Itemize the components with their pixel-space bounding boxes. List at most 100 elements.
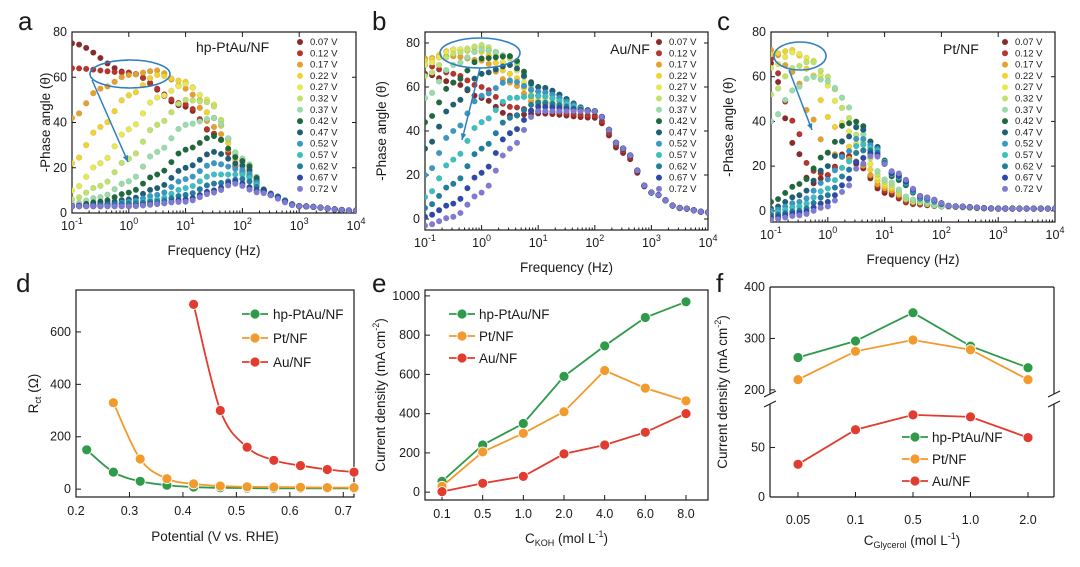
data-point [817,194,824,201]
data-point [838,164,846,171]
legend-marker [656,129,662,136]
data-point [83,173,90,180]
legend-label: 0.62 V [310,161,338,172]
legend-marker [656,152,662,158]
data-point [987,205,995,212]
plot-frame [75,289,355,498]
data-point [771,46,775,53]
data-point [161,473,173,485]
data-point [527,101,535,108]
data-point [789,194,796,201]
legend-marker [297,84,303,91]
y-tick-label: 20 [752,159,766,173]
data-point [464,54,471,61]
x-tick-label: 0.5 [228,504,245,518]
legend-marker [249,356,261,368]
data-point [72,187,76,194]
data-point [1044,205,1052,212]
data-point [118,97,125,104]
x-tick-label: 102 [233,216,252,233]
legend: 0.07 V0.12 V0.17 V0.22 V0.27 V0.32 V0.37… [1002,37,1043,195]
break-mark-left [763,400,777,408]
trend-arrow [461,67,481,141]
data-point [774,111,782,118]
data-point [450,180,457,187]
legend-marker [1002,72,1008,79]
data-point [527,92,535,100]
legend: 0.07 V0.12 V0.17 V0.22 V0.27 V0.32 V0.37… [297,37,338,195]
legend-marker [656,72,662,79]
panel-title: hp-PtAu/NF [196,39,269,55]
data-point [161,189,168,196]
data-point [464,86,471,93]
x-tick-label: 102 [932,225,951,242]
y-tick-label: 400 [50,377,71,391]
x-tick-label: 10-1 [760,225,782,242]
data-point [168,183,175,191]
data-point [888,179,895,186]
y-tick-label: 80 [53,25,67,39]
data-point [331,206,338,213]
data-point [175,77,182,84]
data-point [132,71,140,78]
data-point [132,186,140,193]
legend-label: 0.37 V [669,105,697,116]
panel-title: Au/NF [610,41,650,57]
x-tick-label: 1.0 [515,507,532,521]
data-point [1022,362,1034,374]
x-tick-label: 1.0 [962,513,979,527]
data-point [591,108,598,115]
y-tick-label: 40 [752,114,766,128]
data-point [175,186,182,194]
data-point [436,149,443,157]
x-axis-label: CKOH (mol L-1) [525,529,608,548]
data-point [210,114,218,122]
data-point [125,203,132,210]
data-point [634,167,641,174]
data-point [558,406,570,418]
x-tick-label: 103 [989,225,1008,242]
x-tick-label: 104 [1046,225,1065,242]
panel-a: a 0 20 40 60 80 10-1 100 101 102 103 104 Frequency (… [18,6,365,258]
x-tick-label: 103 [642,233,661,250]
data-point [517,470,529,482]
series-line [192,304,355,474]
series-Au/NF [436,408,692,498]
data-point [838,122,846,129]
data-point [429,165,436,172]
data-point [478,55,485,62]
legend-label: 0.07 V [1015,37,1043,48]
data-point [517,418,529,429]
data-point [111,203,118,210]
data-point [75,41,83,48]
y-axis-label: Current density (mA cm-2) [713,315,730,469]
legend-marker [656,84,662,91]
data-point [260,190,267,197]
data-point [324,205,331,212]
data-point [464,67,471,74]
data-point [796,131,803,138]
data-point [175,83,182,90]
data-point [907,409,919,421]
panel-letter: a [18,6,33,36]
data-point [189,162,196,169]
data-point [831,177,839,184]
break-mark-right [1047,390,1061,398]
legend-label: 0.07 V [310,37,338,48]
x-tick-label: 104 [347,216,366,233]
data-point [189,105,196,113]
data-point [161,181,168,189]
data-point [641,182,648,189]
x-tick-label: 0.1 [847,513,864,527]
legend-marker [656,185,662,192]
legend: hp-PtAu/NF Pt/NF Au/NF [449,307,550,366]
data-point [907,307,919,319]
data-point [471,124,478,132]
y-tick-label: 60 [752,70,766,84]
data-point [639,382,651,394]
data-point [225,155,232,162]
data-point [348,482,360,494]
data-point [860,135,867,143]
data-point [118,180,125,187]
